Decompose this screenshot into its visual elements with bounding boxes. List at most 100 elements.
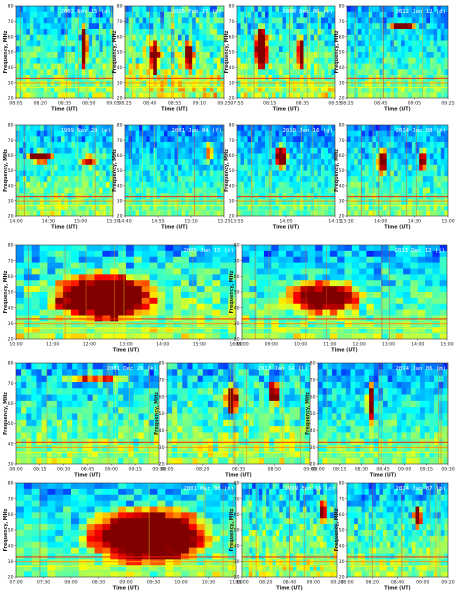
- x-tick-label: 13:55: [230, 219, 243, 225]
- intensity-cell: [125, 142, 130, 149]
- intensity-cell: [331, 69, 335, 76]
- intensity-cell: [132, 69, 137, 76]
- intensity-cell: [444, 159, 448, 166]
- intensity-cell: [350, 198, 355, 206]
- intensity-cell: [71, 187, 76, 194]
- intensity-cell: [220, 210, 224, 216]
- intensity-cell: [86, 256, 96, 264]
- intensity-cell: [99, 29, 104, 36]
- intensity-cell: [381, 262, 390, 270]
- intensity-cell: [188, 333, 198, 339]
- intensity-cell: [29, 204, 34, 211]
- intensity-cell: [19, 6, 24, 13]
- intensity-cell: [296, 63, 301, 70]
- intensity-cell: [167, 34, 172, 42]
- intensity-cell: [361, 11, 366, 19]
- intensity-cell: [271, 250, 280, 258]
- intensity-cell: [26, 11, 31, 19]
- intensity-cell: [375, 6, 381, 13]
- intensity-cell: [347, 11, 352, 19]
- intensity-cell: [88, 187, 93, 194]
- intensity-cell: [40, 187, 45, 194]
- intensity-cell: [47, 11, 52, 19]
- intensity-cell: [16, 381, 22, 389]
- intensity-cell: [63, 250, 72, 258]
- intensity-cell: [240, 147, 245, 155]
- intensity-cell: [92, 198, 97, 206]
- intensity-cell: [322, 297, 331, 305]
- intensity-cell: [61, 23, 66, 30]
- intensity-cell: [403, 292, 411, 299]
- intensity-cell: [365, 153, 370, 160]
- intensity-cell: [78, 153, 83, 160]
- intensity-cell: [55, 309, 64, 317]
- intensity-cell: [408, 210, 413, 216]
- intensity-cell: [54, 176, 59, 183]
- intensity-cell: [393, 23, 399, 30]
- intensity-cell: [153, 40, 158, 47]
- intensity-cell: [110, 321, 119, 328]
- intensity-cell: [29, 34, 34, 42]
- intensity-cell: [216, 40, 222, 47]
- intensity-cell: [153, 204, 158, 211]
- intensity-cell: [170, 153, 176, 160]
- intensity-cell: [220, 34, 224, 42]
- intensity-cell: [139, 63, 144, 70]
- intensity-cell: [368, 69, 373, 76]
- intensity-cell: [196, 292, 206, 299]
- intensity-cell: [365, 136, 370, 143]
- intensity-cell: [22, 147, 27, 155]
- intensity-cell: [170, 181, 176, 189]
- intensity-cell: [185, 46, 190, 53]
- intensity-cell: [240, 204, 245, 211]
- intensity-cell: [429, 69, 435, 76]
- intensity-cell: [125, 198, 130, 206]
- intensity-cell: [379, 63, 384, 70]
- intensity-cell: [322, 333, 331, 339]
- intensity-cell: [403, 309, 411, 317]
- intensity-cell: [181, 256, 190, 264]
- intensity-cell: [271, 280, 280, 287]
- intensity-cell: [372, 17, 377, 24]
- intensity-cell: [57, 142, 62, 149]
- intensity-cell: [142, 80, 147, 88]
- intensity-cell: [149, 198, 154, 206]
- intensity-cell: [411, 52, 417, 59]
- intensity-cell: [361, 130, 366, 137]
- intensity-cell: [56, 363, 63, 370]
- intensity-cell: [282, 176, 287, 183]
- intensity-cell: [92, 204, 97, 211]
- intensity-cell: [321, 23, 326, 30]
- intensity-cell: [296, 136, 301, 143]
- intensity-cell: [293, 23, 298, 30]
- intensity-cell: [404, 92, 409, 98]
- intensity-cell: [19, 136, 24, 143]
- intensity-cell: [317, 198, 322, 206]
- intensity-cell: [149, 309, 159, 317]
- intensity-cell: [404, 181, 409, 189]
- intensity-cell: [149, 6, 154, 13]
- intensity-cell: [181, 321, 190, 328]
- intensity-cell: [419, 147, 424, 155]
- intensity-cell: [41, 388, 48, 396]
- intensity-cell: [170, 170, 176, 177]
- intensity-cell: [181, 274, 190, 281]
- intensity-cell: [279, 17, 284, 24]
- intensity-cell: [23, 280, 33, 287]
- intensity-cell: [220, 292, 229, 299]
- intensity-cell: [390, 198, 395, 206]
- intensity-cell: [149, 303, 159, 311]
- intensity-cell: [357, 204, 363, 211]
- intensity-cell: [149, 274, 159, 281]
- intensity-cell: [354, 181, 359, 189]
- intensity-cell: [31, 375, 38, 383]
- interference-band: [347, 91, 448, 93]
- intensity-cell: [50, 63, 55, 70]
- intensity-cell: [375, 57, 381, 65]
- intensity-cell: [43, 69, 48, 76]
- intensity-cell: [128, 40, 133, 47]
- intensity-cell: [393, 40, 399, 47]
- intensity-cell: [331, 86, 335, 93]
- intensity-cell: [354, 136, 359, 143]
- intensity-cell: [433, 34, 438, 42]
